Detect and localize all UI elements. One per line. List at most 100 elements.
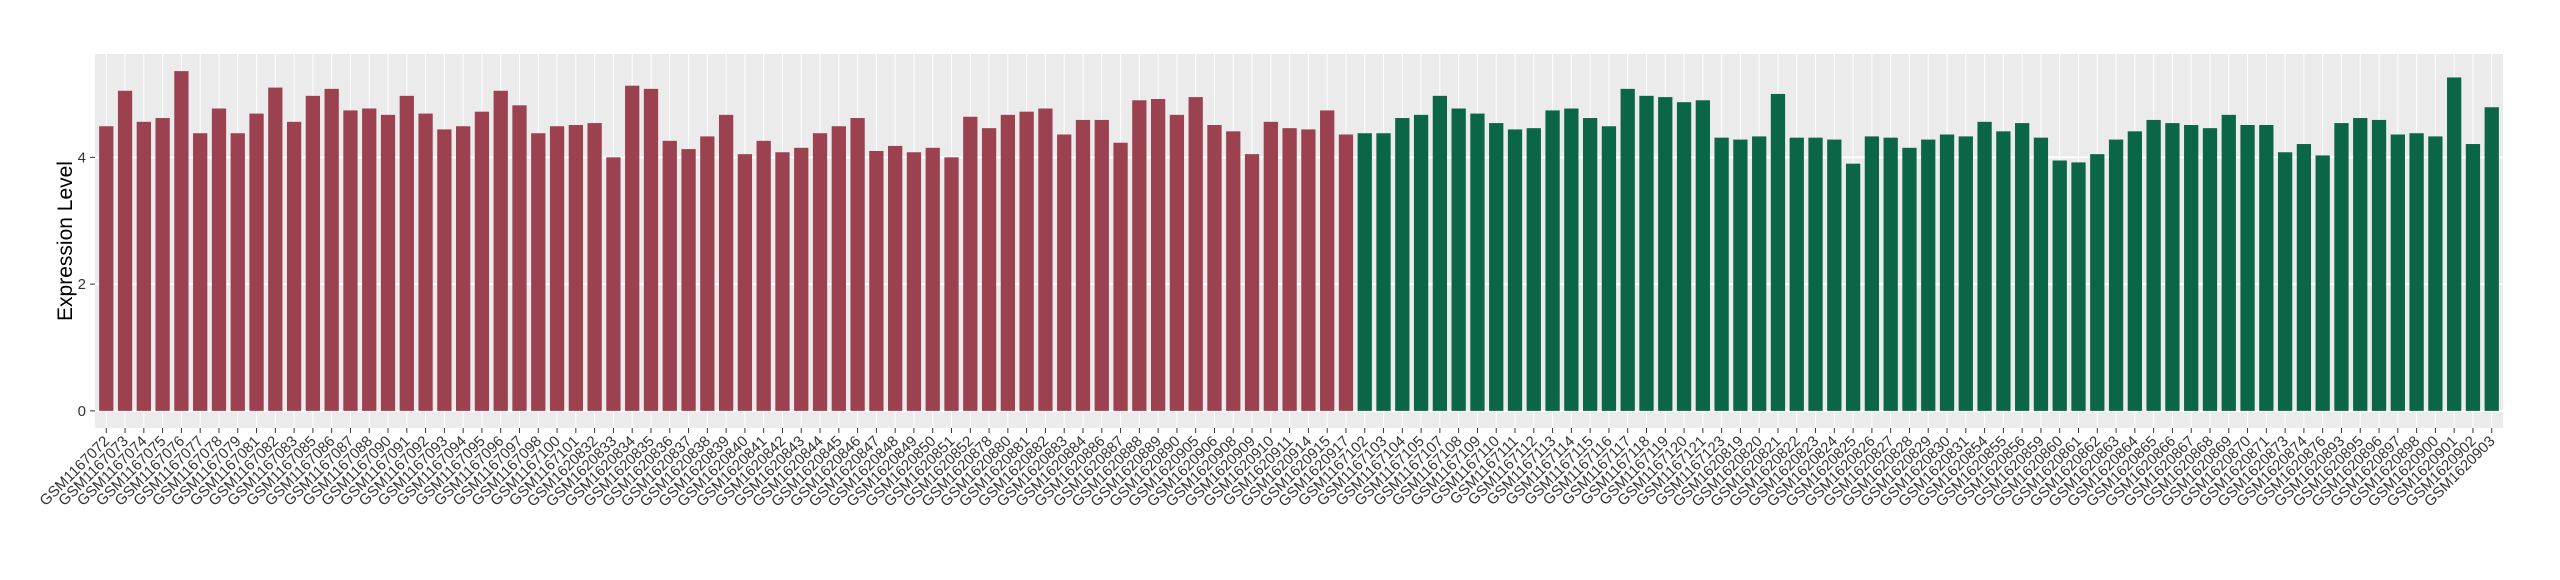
bar bbox=[2033, 137, 2049, 411]
bar bbox=[1038, 108, 1053, 411]
bar bbox=[681, 149, 696, 411]
bar bbox=[493, 90, 508, 411]
bar bbox=[1921, 139, 1936, 411]
bar bbox=[1451, 108, 1466, 411]
bar bbox=[2371, 119, 2387, 411]
bar bbox=[718, 114, 734, 411]
bar bbox=[869, 150, 884, 411]
bar bbox=[1207, 124, 1222, 411]
bar bbox=[1188, 97, 1203, 411]
bar bbox=[1338, 134, 1354, 411]
bar bbox=[2108, 139, 2124, 411]
bar bbox=[1019, 111, 1034, 411]
bar bbox=[2052, 160, 2067, 411]
bar bbox=[380, 114, 396, 411]
bar bbox=[2221, 114, 2236, 411]
bar bbox=[944, 157, 959, 411]
bar bbox=[1357, 133, 1372, 411]
bar bbox=[2334, 123, 2349, 411]
bar bbox=[1057, 134, 1072, 411]
bar bbox=[1733, 139, 1748, 411]
bar bbox=[1827, 139, 1842, 411]
bar bbox=[2428, 136, 2443, 411]
bar bbox=[831, 126, 846, 411]
bar bbox=[418, 113, 433, 411]
bar bbox=[1845, 163, 1861, 411]
y-tick-label: 4 bbox=[78, 149, 86, 166]
bar bbox=[662, 140, 677, 411]
bar bbox=[531, 133, 546, 411]
bar bbox=[249, 113, 264, 411]
bar bbox=[117, 90, 133, 411]
bar bbox=[2184, 124, 2199, 411]
bar bbox=[700, 136, 715, 411]
bar bbox=[1376, 133, 1391, 411]
bar bbox=[2409, 133, 2424, 411]
bar bbox=[981, 128, 997, 411]
bar bbox=[2484, 107, 2499, 411]
bar bbox=[399, 95, 414, 411]
bar bbox=[1864, 136, 1880, 411]
bar bbox=[1545, 110, 1560, 411]
bar bbox=[268, 87, 283, 411]
bar bbox=[2259, 124, 2274, 411]
bar bbox=[305, 95, 321, 411]
bar bbox=[1977, 121, 1992, 411]
bar bbox=[2146, 119, 2161, 411]
bar bbox=[906, 152, 922, 411]
bar bbox=[1507, 129, 1523, 411]
bar bbox=[1676, 102, 1692, 411]
bar bbox=[587, 123, 602, 411]
bar bbox=[888, 145, 903, 411]
bar bbox=[193, 133, 208, 411]
bar bbox=[1282, 128, 1297, 411]
bar bbox=[737, 154, 753, 411]
bar bbox=[1620, 88, 1635, 411]
bar bbox=[1470, 113, 1485, 411]
bar bbox=[2465, 144, 2481, 411]
bar bbox=[1075, 119, 1091, 411]
bar bbox=[1996, 131, 2011, 411]
bar bbox=[99, 126, 114, 411]
bar bbox=[1752, 136, 1767, 411]
bar bbox=[1263, 121, 1278, 411]
bar bbox=[606, 157, 621, 411]
bar bbox=[1432, 95, 1448, 411]
bar bbox=[1413, 114, 1429, 411]
bar bbox=[1639, 95, 1654, 411]
bar bbox=[174, 71, 189, 411]
bar bbox=[2127, 131, 2142, 411]
bar bbox=[568, 124, 583, 411]
bar bbox=[2296, 144, 2312, 411]
bar bbox=[1000, 114, 1015, 411]
bar bbox=[925, 147, 940, 411]
bar bbox=[324, 88, 339, 411]
bar bbox=[362, 108, 377, 411]
y-tick-label: 0 bbox=[78, 403, 86, 420]
bar bbox=[1132, 100, 1147, 411]
bar bbox=[1113, 142, 1128, 411]
bar bbox=[1489, 123, 1504, 411]
y-tick-label: 2 bbox=[78, 276, 86, 293]
bar bbox=[850, 118, 865, 411]
bar bbox=[211, 108, 227, 411]
bar bbox=[1564, 108, 1579, 411]
bar bbox=[1226, 131, 1241, 411]
bar bbox=[2071, 162, 2086, 411]
bar bbox=[1695, 100, 1710, 411]
bar bbox=[230, 133, 245, 411]
bar bbox=[1939, 134, 1955, 411]
bar bbox=[2015, 123, 2030, 411]
bar bbox=[2353, 118, 2368, 411]
bar bbox=[474, 111, 490, 411]
bar bbox=[2390, 134, 2405, 411]
bar bbox=[136, 121, 151, 411]
bar bbox=[963, 116, 978, 411]
bar bbox=[1169, 114, 1185, 411]
bar bbox=[1883, 137, 1898, 411]
bar bbox=[1714, 137, 1729, 411]
bar bbox=[2447, 77, 2462, 411]
bar bbox=[1526, 128, 1541, 411]
bar bbox=[2315, 155, 2330, 411]
